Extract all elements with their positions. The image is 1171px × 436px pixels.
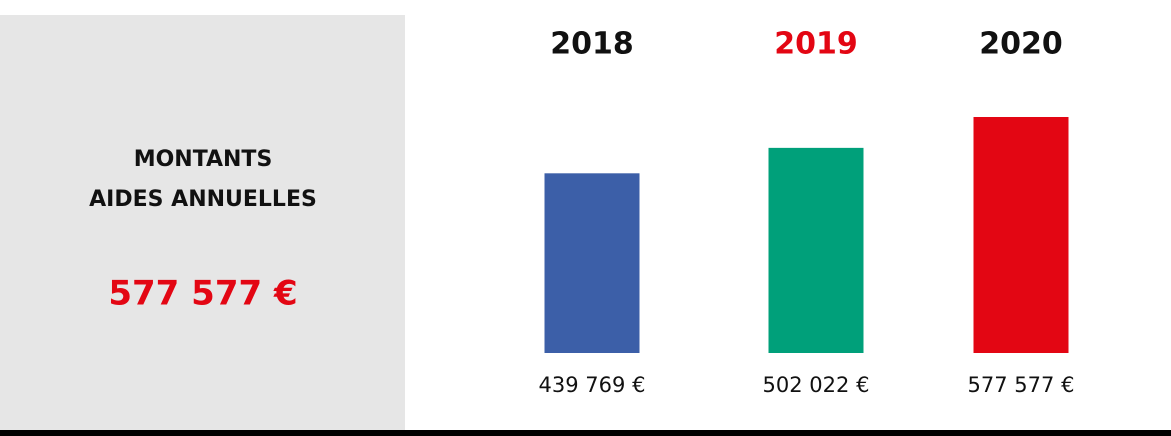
category-label: 2018 [550, 27, 634, 62]
panel-total: 577 577 € [108, 274, 297, 314]
bar [544, 173, 640, 353]
value-label: 502 022 € [763, 373, 870, 397]
bottom-rule [0, 430, 1171, 436]
value-label: 439 769 € [539, 373, 646, 397]
panel-title: AIDES ANNUELLES [89, 187, 317, 212]
category-label: 2020 [979, 27, 1063, 62]
panel-title: MONTANTS [134, 147, 273, 172]
bar [768, 147, 864, 353]
value-label: 577 577 € [968, 373, 1075, 397]
bar [973, 117, 1069, 353]
side-panel [0, 15, 405, 430]
category-label: 2019 [774, 27, 858, 62]
